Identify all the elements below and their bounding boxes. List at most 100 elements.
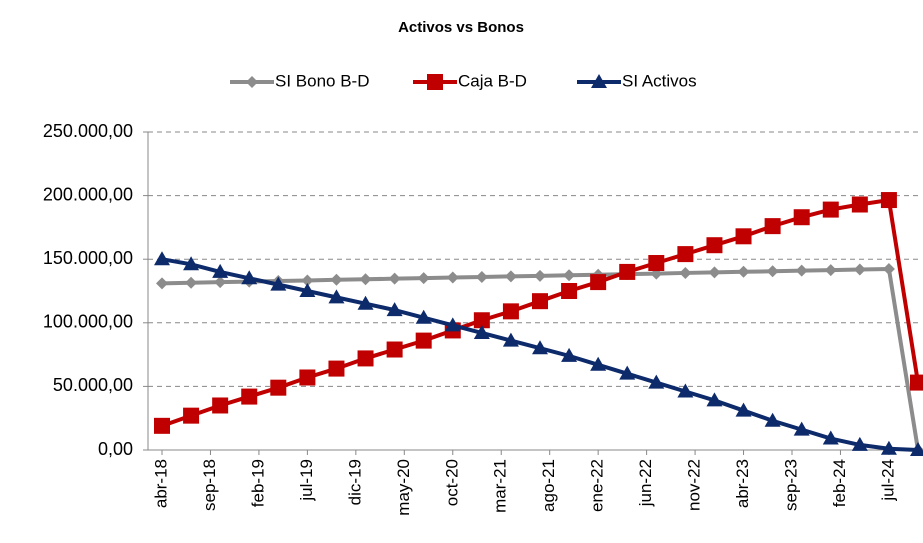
x-tick-label: mar-21: [491, 459, 510, 513]
marker: [299, 369, 316, 386]
x-tick-label: sep-18: [200, 459, 219, 511]
marker: [270, 276, 287, 291]
marker: [591, 74, 607, 88]
marker: [475, 271, 488, 284]
marker: [822, 201, 839, 218]
marker: [415, 309, 432, 324]
x-tick-label: dic-19: [345, 459, 364, 505]
marker: [357, 295, 374, 310]
marker: [415, 332, 432, 349]
marker: [299, 283, 316, 297]
marker: [386, 341, 403, 358]
marker: [532, 340, 548, 355]
marker: [851, 436, 868, 451]
marker: [212, 263, 229, 278]
marker: [679, 266, 692, 279]
legend-label: SI Activos: [622, 71, 697, 90]
marker: [735, 402, 752, 417]
marker: [764, 218, 781, 235]
x-tick-label: abr-18: [151, 459, 170, 508]
marker: [910, 442, 923, 456]
y-tick-label: 250.000,00: [43, 121, 133, 141]
marker: [183, 407, 200, 424]
marker: [851, 196, 868, 213]
marker: [563, 269, 576, 282]
legend-item: SI Activos: [577, 71, 697, 90]
marker: [502, 303, 519, 320]
marker: [357, 350, 374, 367]
marker: [214, 276, 227, 289]
marker: [795, 264, 808, 277]
x-tick-label: oct-20: [442, 459, 461, 506]
marker: [764, 412, 781, 427]
x-tick-label: feb-24: [830, 459, 849, 507]
marker: [880, 440, 897, 455]
marker: [328, 289, 345, 304]
marker: [648, 374, 665, 389]
marker: [793, 421, 810, 436]
x-tick-label: jul-24: [878, 459, 897, 502]
marker: [185, 276, 198, 289]
legend-item: SI Bono B-D: [230, 71, 370, 90]
chart-title: Activos vs Bonos: [398, 19, 524, 36]
marker: [708, 266, 721, 279]
marker: [880, 192, 897, 209]
marker: [737, 265, 750, 278]
x-tick-label: ago-21: [539, 459, 558, 512]
marker: [619, 365, 636, 380]
marker: [735, 228, 752, 245]
marker: [706, 392, 723, 407]
marker: [473, 324, 490, 339]
marker: [241, 270, 258, 285]
marker: [534, 269, 546, 282]
marker: [706, 237, 723, 254]
marker: [241, 388, 258, 405]
y-tick-label: 200.000,00: [43, 184, 133, 204]
marker: [793, 209, 810, 226]
x-tick-label: may-20: [394, 459, 413, 516]
marker: [910, 374, 923, 391]
legend-label: SI Bono B-D: [275, 71, 370, 90]
marker: [504, 270, 517, 283]
marker: [853, 263, 866, 276]
legend-item: Caja B-D: [413, 71, 527, 90]
marker: [388, 272, 401, 285]
y-tick-label: 50.000,00: [53, 375, 133, 395]
marker: [212, 397, 229, 414]
marker: [330, 273, 343, 286]
marker: [301, 274, 314, 287]
x-tick-label: jul-19: [297, 459, 316, 502]
x-tick-label: nov-22: [685, 459, 704, 511]
y-tick-label: 150.000,00: [43, 248, 133, 268]
marker: [246, 76, 258, 88]
marker: [882, 262, 895, 275]
marker: [502, 332, 519, 347]
marker: [328, 360, 345, 377]
marker: [417, 272, 430, 285]
marker: [648, 255, 665, 272]
marker: [590, 356, 607, 371]
marker: [446, 271, 459, 284]
marker: [154, 417, 170, 434]
marker: [427, 74, 443, 90]
marker: [359, 273, 372, 286]
legend-label: Caja B-D: [458, 71, 527, 90]
marker: [444, 317, 461, 332]
marker: [154, 251, 170, 266]
marker: [590, 274, 607, 291]
marker: [270, 379, 287, 396]
marker: [532, 293, 548, 310]
marker: [822, 430, 839, 445]
marker: [824, 264, 837, 277]
y-tick-label: 100.000,00: [43, 312, 133, 332]
marker: [677, 246, 694, 263]
x-tick-label: feb-19: [248, 459, 267, 507]
marker: [561, 283, 578, 299]
marker: [619, 263, 636, 280]
x-tick-label: jun-22: [636, 459, 655, 507]
marker: [386, 302, 403, 317]
marker: [677, 383, 694, 398]
marker: [766, 265, 779, 278]
x-tick-label: ene-22: [588, 459, 607, 512]
